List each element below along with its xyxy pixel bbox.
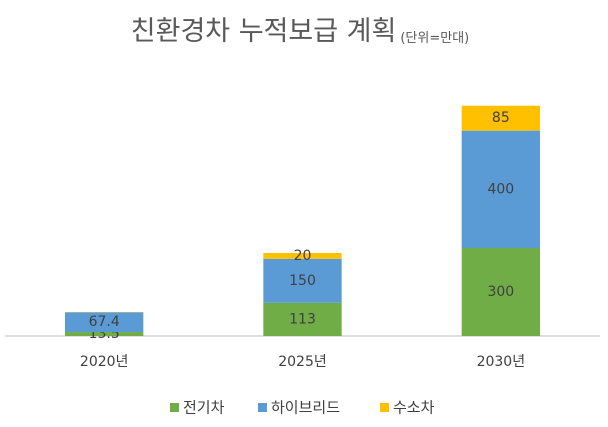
bar-segment — [461, 248, 541, 336]
data-label: 300 — [487, 284, 514, 300]
legend-swatch — [170, 403, 179, 412]
data-label: 85 — [492, 110, 510, 126]
x-tick-label: 2020년 — [80, 354, 129, 370]
bar-segment — [461, 105, 541, 131]
x-tick-label: 2025년 — [278, 354, 327, 370]
bar-segment — [64, 332, 144, 336]
legend-swatch — [258, 403, 267, 412]
bar-segment — [263, 258, 342, 303]
bar-segment — [64, 312, 144, 333]
bar-segment — [263, 252, 342, 259]
data-label: 400 — [487, 181, 514, 197]
bar-segment — [263, 302, 342, 336]
data-label: 113 — [289, 311, 316, 327]
legend-label: 하이브리드 — [271, 399, 340, 417]
legend-label: 수소차 — [393, 399, 435, 417]
x-tick-label: 2030년 — [477, 354, 526, 370]
chart-title-group: 친환경차 누적보급 계획 (단위=만대) — [131, 16, 469, 47]
legend-swatch — [380, 403, 389, 412]
bar-segment — [461, 130, 541, 248]
data-label: 67.4 — [89, 314, 120, 330]
data-label: 150 — [289, 273, 316, 289]
legend-label: 전기차 — [183, 399, 225, 417]
chart-subtitle: (단위=만대) — [400, 31, 469, 46]
data-label: 20 — [294, 248, 312, 264]
chart-title: 친환경차 누적보급 계획 — [131, 16, 397, 47]
